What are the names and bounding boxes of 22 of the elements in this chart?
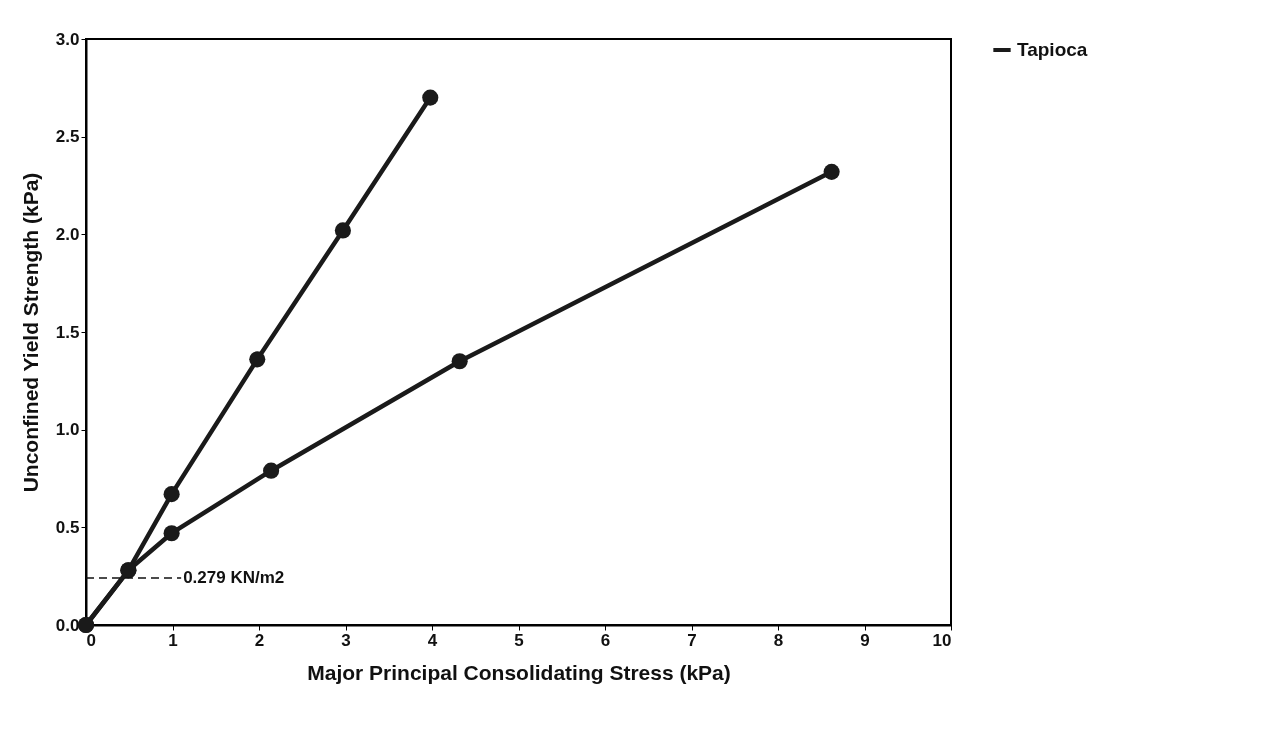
x-tick-label: 8 (773, 630, 784, 650)
x-tick-label: 10 (932, 630, 952, 650)
x-tick-label: 2 (254, 630, 265, 650)
x-tick-label: 7 (687, 630, 697, 650)
x-tick-label: 1 (168, 630, 178, 650)
y-tick-label: 1.0 (55, 420, 80, 440)
x-axis-title: Major Principal Consolidating Stress (kPa) (307, 660, 731, 684)
x-tick-label: 5 (514, 630, 524, 650)
y-tick-label: 0.5 (55, 517, 80, 537)
ref-line-label: 0.279 KN/m2 (183, 568, 285, 588)
x-tick-label: 6 (600, 630, 611, 650)
y-axis-title: Unconfined Yield Strength (kPa) (18, 172, 42, 493)
legend-label: Tapioca (1017, 39, 1088, 60)
y-tick-label: 1.5 (55, 322, 80, 342)
y-tick-label: 0.0 (55, 615, 80, 635)
y-tick-label: 3.0 (55, 29, 80, 49)
y-tick-label: 2.0 (55, 224, 80, 244)
x-tick-label: 0 (86, 630, 96, 650)
x-tick-label: 9 (860, 630, 870, 650)
x-tick-label: 4 (427, 630, 438, 650)
x-tick-label: 3 (341, 630, 351, 650)
y-tick-label: 2.5 (55, 127, 80, 147)
